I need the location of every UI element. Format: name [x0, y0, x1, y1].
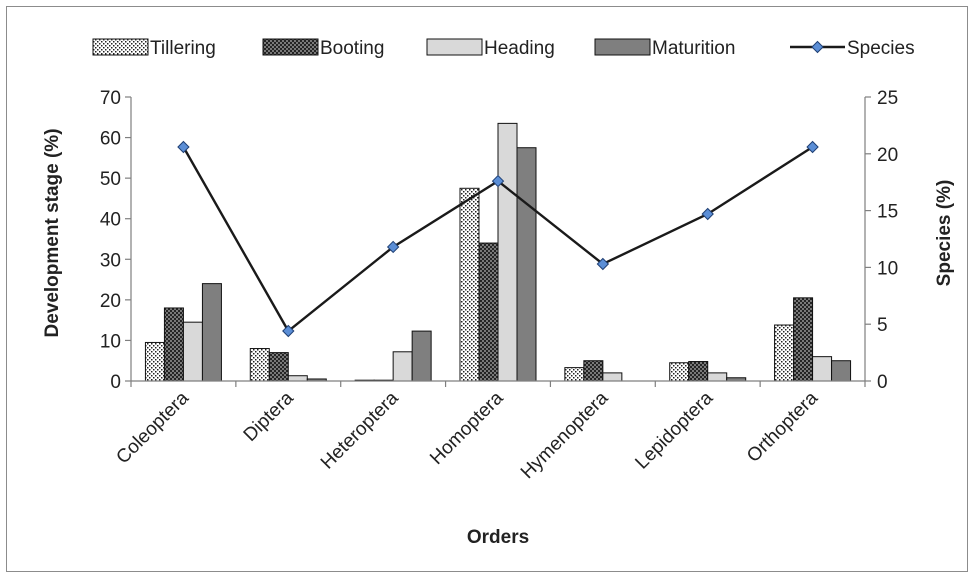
legend-label: Species — [847, 38, 915, 59]
legend-swatch — [594, 38, 651, 56]
legend-label: Heading — [484, 38, 555, 59]
legend-swatch — [92, 38, 149, 56]
point — [806, 140, 819, 154]
legend-swatch — [262, 38, 319, 56]
bar — [812, 356, 833, 382]
x-tick-label: Lepidoptera — [631, 387, 717, 473]
x-tick-label: Homoptera — [426, 387, 508, 469]
point — [701, 207, 714, 221]
bar — [793, 297, 814, 382]
y2-tick-label: 20 — [877, 145, 898, 166]
x-axis-title: Orders — [467, 527, 529, 548]
y-tick-label: 10 — [100, 331, 121, 352]
point — [386, 240, 400, 254]
bar — [163, 307, 184, 382]
bar — [144, 341, 165, 382]
legend: Tillering Booting Heading Maturition Species — [92, 38, 915, 59]
point — [491, 174, 505, 188]
y-tick-label: 40 — [100, 210, 121, 231]
point — [177, 140, 190, 154]
bar — [478, 242, 499, 382]
bar — [583, 360, 604, 382]
plot-area — [144, 122, 852, 382]
bar — [287, 375, 308, 382]
y2-tick-label: 0 — [877, 372, 888, 393]
bar — [602, 372, 623, 382]
chart-frame: Tillering Booting Heading Maturition Species… — [6, 6, 968, 572]
legend-swatch — [426, 38, 483, 56]
bar — [392, 351, 413, 382]
y-tick-label: 70 — [100, 88, 121, 109]
y2-tick-label: 10 — [877, 258, 898, 279]
x-tick-label: Heteroptera — [317, 387, 403, 473]
x-tick-label: Orthoptera — [743, 387, 822, 466]
chart-svg: Tillering Booting Heading Maturition Species… — [42, 38, 955, 548]
y-axis-title: Development stage (%) — [42, 128, 63, 337]
bar — [268, 352, 289, 382]
bar — [459, 187, 480, 382]
x-tick-label: Hymenoptera — [517, 387, 613, 483]
bar — [201, 283, 222, 382]
y2-tick-label: 5 — [877, 315, 888, 336]
bar — [707, 372, 728, 382]
x-tick-label: Diptera — [240, 387, 298, 445]
legend-label: Booting — [320, 38, 384, 59]
bar — [564, 367, 585, 382]
legend-marker — [811, 40, 824, 54]
bar — [411, 330, 432, 382]
bar — [516, 147, 537, 382]
y-tick-label: 60 — [100, 129, 121, 150]
y2-tick-label: 25 — [877, 88, 898, 109]
y-tick-label: 0 — [110, 372, 121, 393]
x-tick-label: Coleoptera — [112, 387, 193, 468]
point — [596, 257, 610, 271]
bar — [688, 361, 709, 382]
y-tick-label: 30 — [100, 250, 121, 271]
legend-label: Maturition — [652, 38, 735, 59]
bar — [774, 324, 795, 382]
point — [282, 324, 295, 338]
bar — [497, 122, 518, 382]
y-tick-label: 20 — [100, 291, 121, 312]
bar — [831, 360, 852, 382]
bar — [182, 321, 203, 382]
legend-label: Tillering — [150, 38, 216, 59]
y-tick-label: 50 — [100, 169, 121, 190]
bar — [669, 362, 690, 382]
y2-tick-label: 15 — [877, 202, 898, 223]
bar — [249, 348, 270, 382]
y2-axis-title: Species (%) — [934, 180, 955, 287]
